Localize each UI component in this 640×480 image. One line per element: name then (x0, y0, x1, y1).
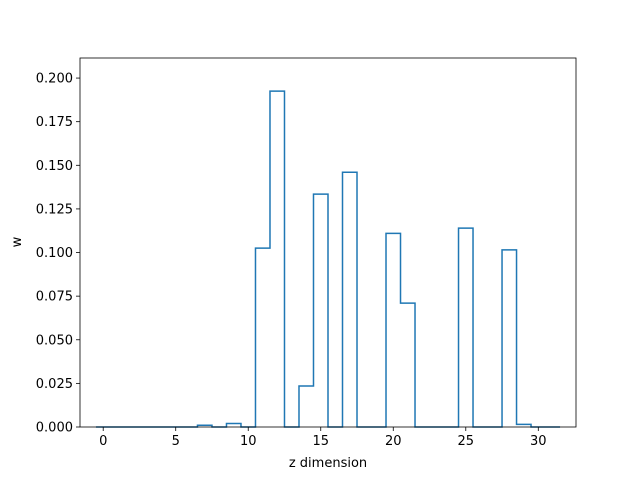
y-axis-label: w (10, 236, 25, 247)
y-tick-label: 0.100 (36, 246, 73, 261)
y-tick-label: 0.125 (36, 202, 73, 217)
y-tick-label: 0.050 (36, 333, 73, 348)
histogram-bin (459, 228, 474, 427)
histogram-bin (270, 91, 285, 427)
histogram-bin (343, 172, 358, 427)
histogram-bin (299, 386, 314, 427)
axes-frame (79, 57, 577, 428)
histogram-bin (255, 248, 270, 427)
y-axis-ticks: 0.000 0.025 0.050 0.075 0.100 0.125 0.150 0.175… (36, 72, 80, 436)
x-tick-label: 30 (530, 434, 547, 449)
y-tick-label: 0.175 (36, 115, 73, 130)
histogram-bin (401, 303, 416, 427)
y-tick-label: 0.200 (36, 72, 73, 87)
histogram-bin (313, 194, 328, 427)
histogram-bin (226, 424, 241, 427)
x-tick-label: 20 (385, 434, 402, 449)
x-tick-label: 25 (458, 434, 475, 449)
x-tick-label: 0 (99, 434, 107, 449)
x-axis-ticks: 0 5 10 15 20 25 30 (99, 427, 547, 449)
y-tick-label: 0.150 (36, 159, 73, 174)
plot-area (79, 57, 577, 428)
y-tick-label: 0.000 (36, 421, 73, 436)
x-tick-label: 10 (240, 434, 257, 449)
y-tick-label: 0.025 (36, 377, 73, 392)
histogram-bin (502, 250, 517, 427)
x-tick-label: 15 (312, 434, 329, 449)
x-tick-label: 5 (172, 434, 180, 449)
y-tick-label: 0.075 (36, 290, 73, 305)
x-axis-label: z dimension (289, 456, 367, 471)
histogram-bin (386, 233, 401, 427)
